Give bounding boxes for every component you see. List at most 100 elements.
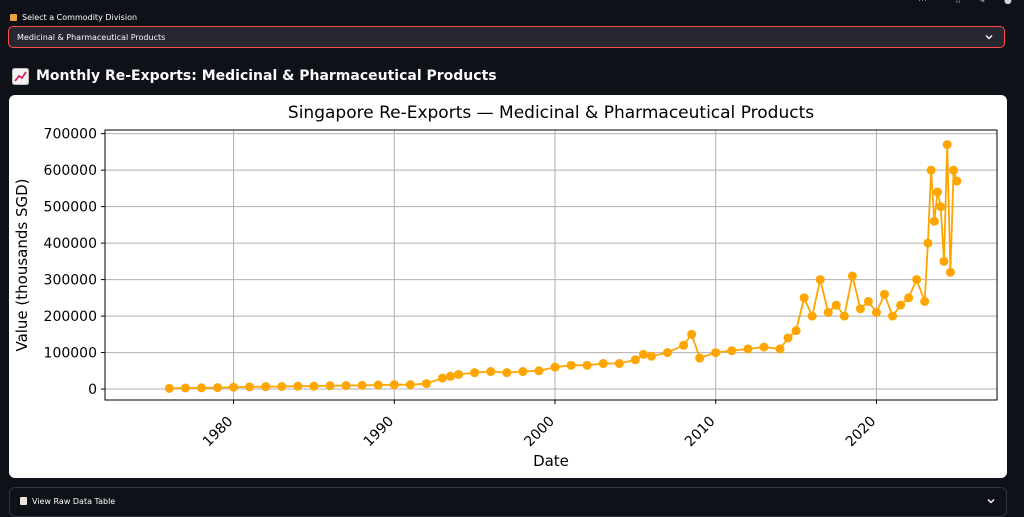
data-point: [855, 304, 865, 314]
data-point: [727, 346, 737, 356]
data-point: [923, 238, 933, 248]
data-point: [325, 381, 335, 391]
y-tick-label: 300000: [44, 273, 97, 289]
share-icon[interactable]: ⋯: [918, 0, 927, 6]
data-point: [695, 353, 705, 363]
data-point: [229, 382, 239, 392]
chart-card: Singapore Re-Exports — Medicinal & Pharm…: [9, 95, 1007, 478]
data-point: [949, 165, 959, 175]
series-line: [169, 143, 958, 390]
commodity-select[interactable]: Medicinal & Pharmaceutical Products: [8, 26, 1005, 48]
grid-lines: [101, 130, 997, 404]
data-point: [904, 293, 914, 303]
commodity-select-label: Select a Commodity Division: [10, 10, 137, 24]
data-point: [823, 307, 833, 317]
data-point: [196, 383, 206, 393]
raw-data-expander[interactable]: View Raw Data Table: [9, 487, 1007, 517]
x-tick-label: 1980: [200, 414, 237, 451]
chevron-down-icon: [987, 499, 995, 504]
data-point: [373, 380, 383, 390]
data-point: [502, 368, 512, 378]
data-point: [743, 344, 753, 354]
data-point: [293, 381, 303, 391]
data-point: [446, 371, 456, 381]
data-point: [180, 383, 190, 393]
x-tick-label: 2010: [682, 414, 719, 451]
y-axis-label: Value (thousands SGD): [13, 178, 31, 351]
data-point: [341, 381, 351, 391]
section-header: Monthly Re-Exports: Medicinal & Pharmace…: [12, 65, 497, 87]
data-point: [309, 381, 319, 391]
edit-icon[interactable]: ✎: [978, 0, 986, 6]
x-tick-label: 1990: [361, 414, 398, 451]
y-tick-label: 500000: [44, 200, 97, 216]
data-point: [638, 349, 648, 359]
data-point: [831, 300, 841, 310]
data-point: [438, 373, 448, 383]
y-tick-label: 200000: [44, 309, 97, 325]
data-point: [389, 380, 399, 390]
data-point: [405, 380, 415, 390]
data-point: [939, 256, 949, 266]
data-point: [912, 275, 922, 285]
star-icon[interactable]: ☆: [954, 0, 963, 6]
data-point: [164, 383, 174, 393]
data-point: [791, 326, 801, 336]
data-point: [936, 202, 946, 212]
chart-title: Singapore Re-Exports — Medicinal & Pharm…: [288, 103, 814, 123]
data-point: [863, 296, 873, 306]
data-point: [775, 344, 785, 354]
data-point: [630, 355, 640, 365]
data-point: [663, 348, 673, 358]
data-point: [896, 300, 906, 310]
y-tick-label: 700000: [44, 127, 97, 143]
y-tick-label: 600000: [44, 163, 97, 179]
x-tick-labels: 1980 1990 2000 2010 2020: [200, 414, 879, 451]
data-point: [933, 187, 943, 197]
data-point: [213, 383, 223, 393]
y-tick-label: 100000: [44, 346, 97, 362]
data-point: [929, 216, 939, 226]
toolbar: ⋯ ☆ ✎ ●: [904, 0, 1024, 8]
chart-increasing-icon: [12, 67, 29, 85]
data-point: [847, 271, 857, 281]
data-point: [614, 359, 624, 369]
y-tick-label: 400000: [44, 236, 97, 252]
data-point: [679, 340, 689, 350]
data-point: [926, 165, 936, 175]
y-tick-labels: 0 100000 200000 300000 400000 500000 600000 700…: [44, 127, 97, 398]
x-tick-label: 2000: [521, 414, 558, 451]
data-point: [807, 311, 817, 321]
plot-frame: [104, 129, 998, 401]
data-point: [357, 380, 367, 390]
data-point: [687, 329, 697, 339]
raw-data-expander-label: View Raw Data Table: [32, 497, 116, 506]
data-point: [566, 360, 576, 370]
data-point: [783, 333, 793, 343]
data-point: [550, 362, 560, 372]
data-point: [486, 367, 496, 377]
data-point: [920, 296, 930, 306]
commodity-select-value: Medicinal & Pharmaceutical Products: [17, 32, 166, 42]
data-point: [945, 267, 955, 277]
data-point: [598, 359, 608, 369]
document-icon: [20, 497, 27, 505]
data-point: [470, 368, 480, 378]
data-point: [711, 348, 721, 358]
commodity-select-label-text: Select a Commodity Division: [22, 12, 138, 22]
data-point: [534, 366, 544, 376]
github-icon[interactable]: ●: [1004, 0, 1012, 6]
data-point: [759, 342, 769, 352]
box-icon: [10, 13, 17, 21]
data-point: [646, 351, 656, 361]
data-point: [839, 311, 849, 321]
x-tick-label: 2020: [843, 414, 880, 451]
data-point: [518, 367, 528, 377]
data-point: [245, 382, 255, 392]
chevron-down-icon: [985, 35, 993, 40]
data-point: [261, 382, 271, 392]
series: [164, 140, 962, 393]
data-point: [799, 293, 809, 303]
data-point: [815, 275, 825, 285]
data-point: [582, 360, 592, 370]
